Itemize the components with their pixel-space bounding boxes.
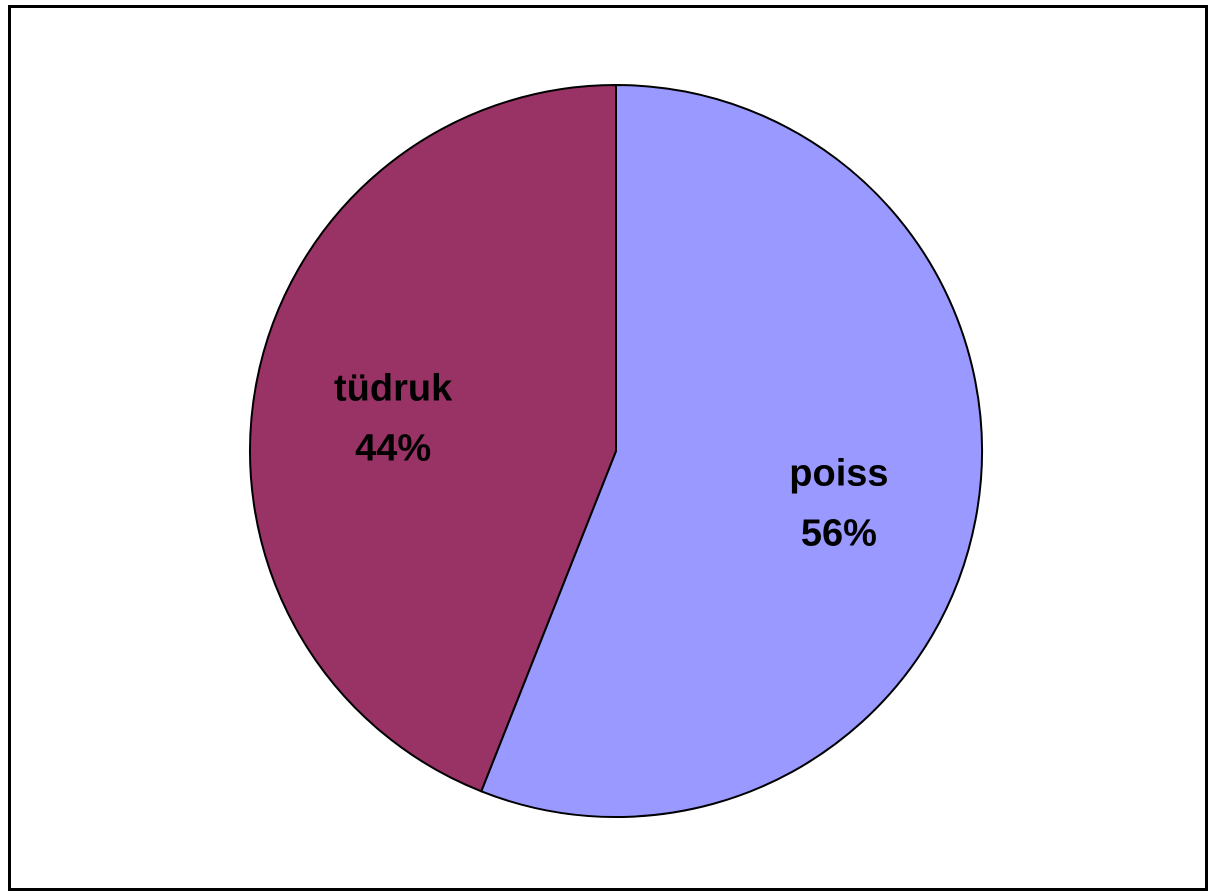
pie-slice-1 xyxy=(249,83,617,793)
pie-slices xyxy=(249,83,983,818)
slice-name-label: tüdruk xyxy=(334,367,453,409)
pie-labels: poiss 56% tüdruk 44% xyxy=(334,367,889,554)
slice-name-label: poiss xyxy=(789,453,888,495)
pie-slice-0 xyxy=(479,83,983,818)
slice-percent-label: 44% xyxy=(355,427,431,469)
slice-percent-label: 56% xyxy=(801,513,877,555)
